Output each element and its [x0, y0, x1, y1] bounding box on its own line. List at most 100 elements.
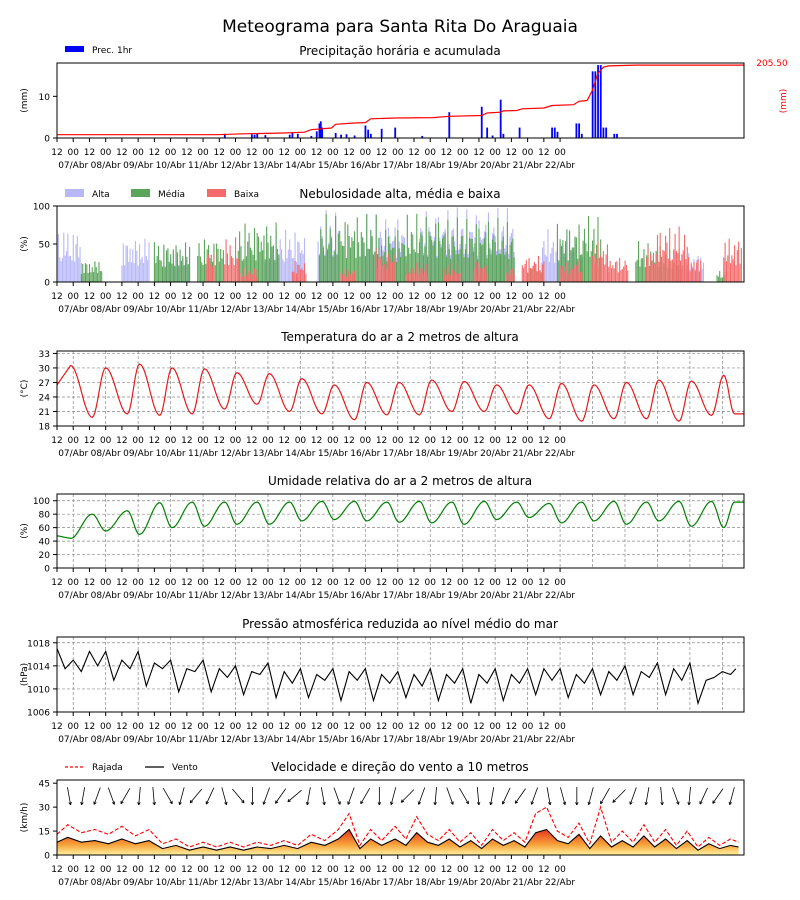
- wind-direction-arrowhead: [68, 801, 72, 806]
- wind-date-label: 08/Abr: [91, 878, 121, 888]
- wind-date-label: 15/Abr: [318, 878, 348, 888]
- temperature-hour-label: 12: [311, 436, 322, 446]
- pressure-hour-label: 12: [506, 722, 517, 732]
- cloud-bar: [303, 263, 306, 282]
- legend-prec-swatch: [65, 46, 84, 52]
- precip-hour-label: 00: [554, 148, 566, 158]
- wind-direction-arrowhead: [377, 802, 382, 806]
- pressure-date-label: 14/Abr: [285, 735, 315, 745]
- clouds-hour-label: 00: [425, 292, 437, 302]
- cloud-bar: [487, 221, 490, 282]
- panel-wind: Velocidade e direção do vento a 10 metro…: [20, 760, 745, 888]
- cloud-bar: [459, 249, 461, 282]
- pressure-hour-label: 00: [165, 722, 177, 732]
- clouds-date-label: 20/Abr: [480, 305, 510, 315]
- cloud-bar: [255, 276, 257, 282]
- wind-direction-arrowhead: [489, 801, 493, 806]
- clouds-date-label: 16/Abr: [350, 305, 380, 315]
- cloud-bar: [252, 254, 254, 282]
- precip-bar: [594, 71, 597, 138]
- cloud-bar: [621, 268, 623, 282]
- cloud-bar: [264, 259, 266, 282]
- cloud-bar: [667, 258, 669, 282]
- precip-accum-line: [57, 64, 744, 136]
- pressure-date-label: 13/Abr: [253, 735, 283, 745]
- cloud-bar: [501, 240, 503, 282]
- cloud-bar: [635, 261, 637, 282]
- wind-hour-label: 12: [246, 865, 257, 875]
- wind-date-label: 07/Abr: [58, 878, 88, 888]
- cloud-bar: [558, 260, 560, 282]
- cloud-bar: [333, 251, 335, 282]
- wind-hour-label: 00: [392, 865, 404, 875]
- cloud-bar: [141, 256, 143, 282]
- wind-direction-arrowhead: [417, 801, 422, 805]
- wind-direction-arrowhead: [287, 798, 291, 803]
- wind-direction-arrowhead: [80, 801, 84, 806]
- precip-bar: [345, 134, 348, 138]
- wind-frame: [56, 779, 745, 856]
- cloud-bar: [578, 224, 580, 282]
- cloud-bar: [481, 269, 483, 282]
- clouds-hour-label: 00: [327, 292, 339, 302]
- cloud-bar: [466, 218, 468, 282]
- precip-ylabel-right: (mm): [779, 89, 789, 114]
- humidity-hour-label: 00: [457, 578, 469, 588]
- precip-bar: [486, 127, 489, 138]
- cloud-bar: [136, 250, 138, 282]
- cloud-bar: [121, 265, 123, 282]
- precip-date-label: 12/Abr: [220, 161, 250, 171]
- clouds-hour-label: 12: [538, 292, 549, 302]
- cloud-bar: [174, 265, 176, 282]
- temperature-hour-label: 12: [441, 436, 452, 446]
- cloud-bar: [491, 239, 494, 282]
- wind-direction-arrow: [179, 787, 185, 805]
- humidity-hour-label: 00: [230, 578, 242, 588]
- precip-bar: [575, 123, 578, 138]
- cloud-bar: [86, 264, 88, 282]
- cloud-bar: [414, 273, 416, 282]
- cloud-bar: [71, 260, 73, 282]
- cloud-bar: [59, 257, 61, 282]
- cloud-bar: [623, 266, 625, 282]
- clouds-hour-label: 12: [246, 292, 257, 302]
- pressure-hour-label: 00: [360, 722, 372, 732]
- cloud-bar: [133, 263, 135, 282]
- cloud-bar: [609, 260, 611, 282]
- cloud-bar: [541, 264, 544, 282]
- pressure-hour-label: 00: [425, 722, 437, 732]
- cloud-bar: [600, 255, 602, 282]
- cloud-bar: [224, 264, 226, 282]
- cloud-bar: [670, 260, 672, 282]
- cloud-bar: [471, 238, 473, 282]
- cloud-bar: [477, 274, 479, 282]
- cloud-bar: [702, 262, 705, 282]
- wind-direction-arrowhead: [241, 799, 245, 804]
- cloud-bar: [470, 238, 472, 282]
- cloud-bar: [435, 223, 437, 282]
- wind-direction-arrowhead: [178, 801, 182, 805]
- wind-direction-arrowhead: [644, 801, 648, 806]
- cloud-bar: [352, 272, 354, 282]
- cloud-bar: [577, 258, 579, 282]
- wind-direction-arrowhead: [465, 800, 469, 805]
- wind-direction-arrowhead: [262, 801, 266, 805]
- temperature-hour-label: 12: [376, 436, 387, 446]
- cloud-bar: [560, 245, 563, 282]
- wind-direction-arrowhead: [152, 802, 156, 806]
- cloud-bar: [170, 254, 172, 282]
- cloud-bar: [220, 249, 222, 282]
- cloud-bar: [354, 231, 356, 282]
- clouds-date-label: 09/Abr: [123, 305, 153, 315]
- cloud-bar: [504, 254, 506, 282]
- wind-hour-label: 00: [295, 865, 307, 875]
- cloud-bar: [275, 222, 277, 282]
- pressure-hour-label: 00: [230, 722, 242, 732]
- cloud-bar: [574, 264, 576, 282]
- cloud-bar: [184, 242, 187, 282]
- cloud-bar: [356, 217, 358, 282]
- precip-bar: [605, 127, 608, 138]
- humidity-hour-label: 12: [116, 578, 127, 588]
- cloud-bar: [661, 256, 663, 282]
- wind-direction-arrow: [434, 786, 437, 806]
